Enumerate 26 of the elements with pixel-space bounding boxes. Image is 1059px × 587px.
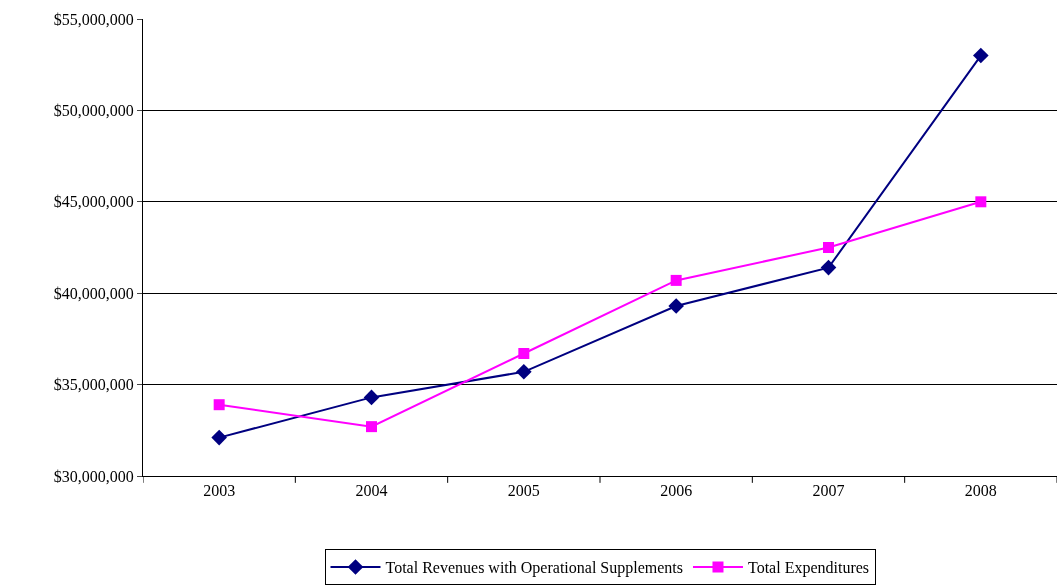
point: [668, 298, 684, 314]
point: [975, 196, 987, 208]
y-tick-label: $35,000,000: [53, 376, 134, 394]
legend-label: Total Revenues with Operational Supplements: [385, 559, 683, 578]
x-tick-label: 2007: [812, 482, 845, 500]
legend-label: Total Expenditures: [747, 559, 870, 578]
point: [516, 364, 532, 380]
point: [518, 348, 530, 360]
point: [213, 399, 225, 411]
point: [366, 421, 377, 433]
y-tick-label: $40,000,000: [53, 284, 134, 302]
point: [363, 389, 380, 406]
x-tick-label: 2008: [964, 482, 997, 500]
y-tick-label: $30,000,000: [53, 467, 134, 485]
y-tick-label: $45,000,000: [53, 193, 134, 211]
point: [211, 429, 227, 446]
x-tick-label: 2005: [507, 482, 540, 500]
y-tick-label: $55,000,000: [53, 10, 134, 28]
y-tick-label: $50,000,000: [53, 102, 134, 119]
x-tick-label: 2003: [203, 482, 236, 500]
x-tick-label: 2006: [660, 482, 693, 500]
point: [670, 274, 682, 286]
point: [823, 242, 834, 253]
point: [973, 47, 989, 64]
x-tick-label: 2004: [355, 482, 388, 500]
point: [820, 259, 837, 276]
